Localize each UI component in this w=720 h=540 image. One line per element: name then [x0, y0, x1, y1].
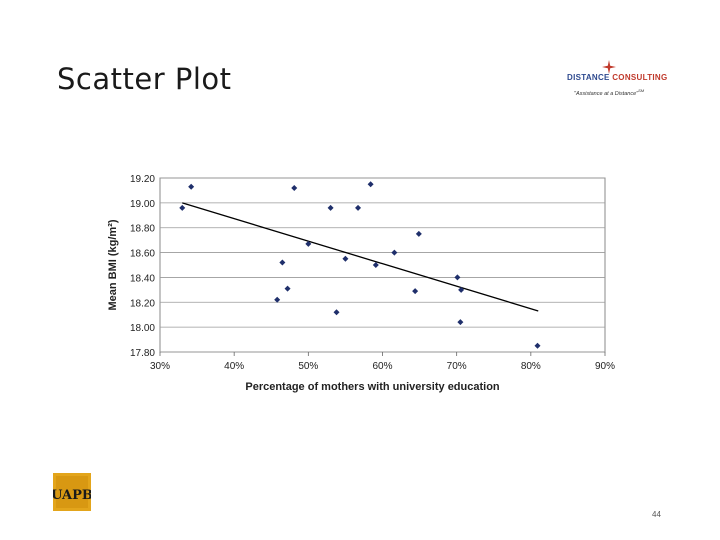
data-point: [327, 204, 334, 211]
data-point: [305, 240, 312, 247]
trendline: [182, 202, 539, 312]
x-tick-label: 70%: [447, 361, 467, 372]
y-tick-label: 18.40: [130, 273, 155, 284]
data-point: [534, 342, 541, 349]
y-tick-label: 19.00: [130, 199, 155, 210]
data-point: [415, 230, 422, 237]
logo-name-part2: CONSULTING: [612, 73, 668, 82]
data-point: [355, 204, 362, 211]
plot-area: [159, 177, 606, 353]
slide-title: Scatter Plot: [57, 62, 232, 96]
y-tick-label: 19.20: [130, 174, 155, 185]
page-number: 44: [652, 510, 661, 519]
x-tick-label: 80%: [521, 361, 541, 372]
data-point: [342, 255, 349, 262]
y-axis-label: Mean BMI (kg/m²): [107, 219, 119, 310]
y-tick-label: 18.00: [130, 323, 155, 334]
x-tick-label: 40%: [224, 361, 244, 372]
x-tick-label: 50%: [298, 361, 318, 372]
data-point: [412, 288, 419, 295]
svg-text:UAPB: UAPB: [53, 488, 91, 503]
scatter-chart: 17.80 18.00 18.20 18.40 18.60 18.80 19.00 19.20…: [107, 174, 615, 393]
x-tick-label: 90%: [595, 361, 615, 372]
distance-consulting-logo: DISTANCE CONSULTING "Assistance at a Dis…: [562, 60, 672, 100]
data-point: [458, 286, 465, 293]
y-tick-label: 17.80: [130, 348, 155, 359]
logo-name: DISTANCE CONSULTING: [567, 73, 668, 82]
data-point: [274, 296, 281, 303]
y-tick-label: 18.80: [130, 224, 155, 235]
y-tick-label: 18.60: [130, 249, 155, 260]
star-icon: [602, 60, 616, 74]
data-point: [188, 183, 195, 190]
logo-name-part1: DISTANCE: [567, 73, 610, 82]
x-tick-label: 60%: [372, 361, 392, 372]
data-point: [372, 262, 379, 268]
data-point: [333, 309, 340, 316]
logo-tm: SM: [638, 88, 645, 93]
y-tick-label: 18.20: [130, 298, 155, 309]
data-point: [291, 184, 298, 191]
uapb-logo: UAPB: [51, 473, 93, 511]
data-point: [457, 319, 464, 326]
uapb-emblem-icon: UAPB: [51, 473, 93, 511]
data-point: [284, 285, 291, 292]
data-point: [279, 259, 286, 266]
data-point: [367, 181, 374, 188]
data-point: [454, 274, 461, 281]
x-axis-label: Percentage of mothers with university ed…: [245, 381, 500, 393]
logo-tagline-text: "Assistance at a Distance": [574, 90, 639, 97]
x-tick-label: 30%: [150, 361, 170, 372]
data-point: [391, 249, 398, 256]
data-point: [179, 204, 186, 211]
logo-tagline: "Assistance at a Distance"SM: [574, 88, 644, 97]
